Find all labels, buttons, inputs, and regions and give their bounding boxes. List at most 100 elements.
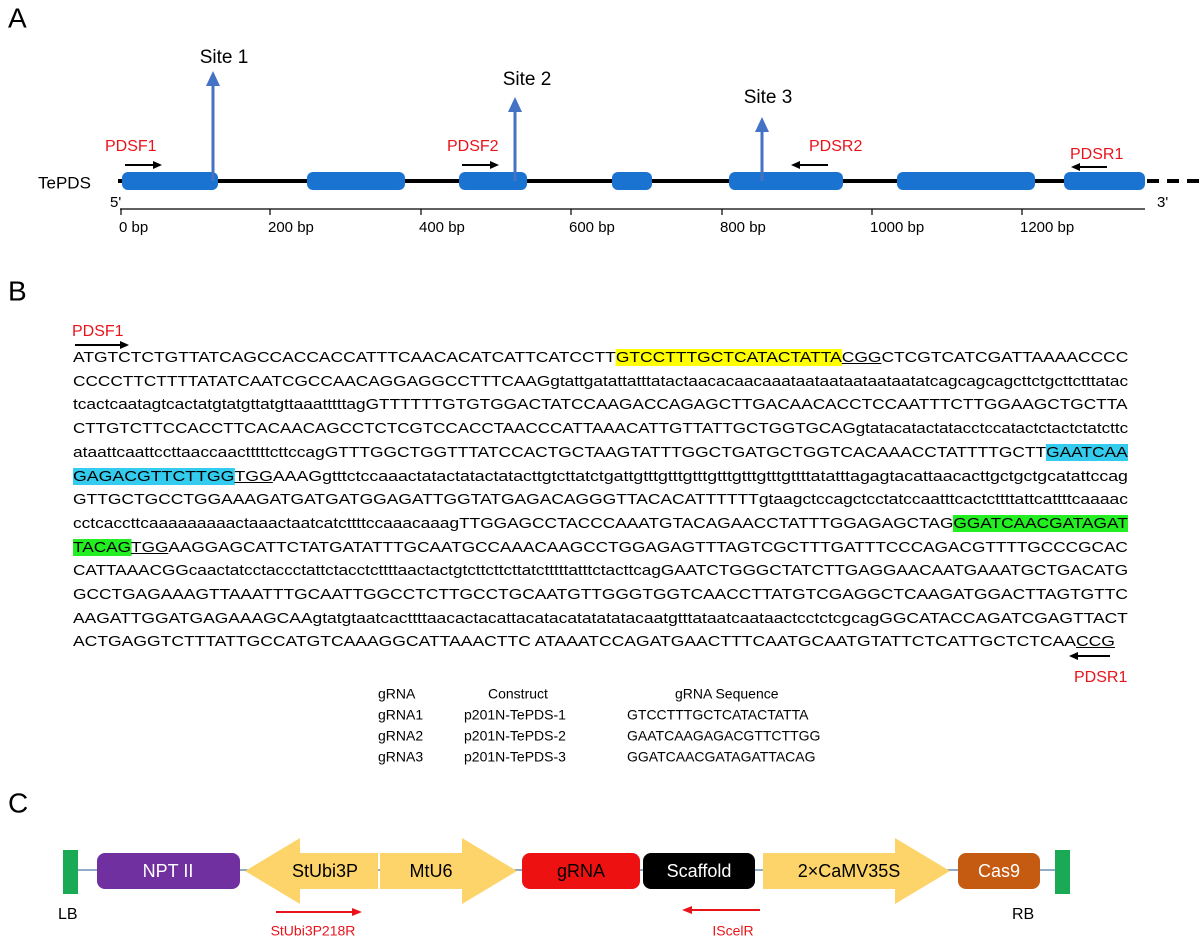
sequence-line: tcactcaatagtcactatgtatgttatgttaaatttttag… xyxy=(73,395,1127,415)
sequence-segment: TGG xyxy=(234,467,273,485)
primer-label: PDSR1 xyxy=(1074,669,1127,686)
sequence-segment: CCCCTTCTTTTATATCAATCGCCAACAGGAGGCCTTTCAA… xyxy=(73,372,1129,390)
sequence-line: AAGATTGGATGAGAAAGCAAgtatgtaatcacttttaaca… xyxy=(73,609,1128,629)
sequence-segment: ACTGAGGTCTTTATTGCCATGTCAAAGGCATTAAACTTC … xyxy=(73,633,1076,651)
sequence-line: ataattcaattccttaaccaactttttcttccagGTTTGG… xyxy=(73,443,1128,463)
scale-label: 600 bp xyxy=(569,219,615,236)
sequence-segment: GTTGCTGCCTGGAAAGATGATGATGGAGATTGGTATGAGA… xyxy=(73,491,1128,509)
sequence-segment: tcactcaatagtcactatgtatgttatgttaaatttttag… xyxy=(73,396,1128,414)
sequence-line: cctcaccttcaaaaaaaaactaaactaatcatcttttcca… xyxy=(73,514,1128,534)
left-border xyxy=(63,850,78,894)
sequence-segment: CATTAAACGGcaactatcctaccctattctacctctttta… xyxy=(73,562,1129,580)
sequence-line: GAGACGTTCTTGGTGGAAAGgtttctccaaactatactat… xyxy=(73,467,1128,487)
exons xyxy=(122,172,1145,190)
mtu6 xyxy=(380,838,517,904)
scaffold xyxy=(643,853,755,889)
five-prime: 5' xyxy=(110,194,121,211)
element-label: MtU6 xyxy=(409,861,452,881)
primer-label: StUbi3P218R xyxy=(271,923,356,939)
element-label: gRNA xyxy=(557,861,605,881)
element-label: StUbi3P xyxy=(292,861,358,881)
primer-label: PDSF1 xyxy=(105,138,157,155)
sequence-segment: AAGATTGGATGAGAAAGCAAgtatgtaatcacttttaaca… xyxy=(73,609,1128,627)
gene-name: TePDS xyxy=(38,173,91,192)
arrow-head xyxy=(755,117,769,132)
primer-labels: PDSF1 PDSF2 PDSR2 PDSR1 xyxy=(105,138,1123,163)
exon xyxy=(307,172,405,190)
exon xyxy=(897,172,1035,190)
cas9 xyxy=(958,853,1040,889)
exon xyxy=(1064,172,1145,190)
site-label: Site 2 xyxy=(503,69,552,90)
sequence-line: ACTGAGGTCTTTATTGCCATGTCAAAGGCATTAAACTTC … xyxy=(73,632,1115,652)
sequence-segment: TACAG xyxy=(73,538,132,556)
table-cell: gRNA2 xyxy=(378,728,423,744)
primer-label: PDSR1 xyxy=(1070,146,1123,163)
element-label: Scaffold xyxy=(667,861,732,881)
site-arrows xyxy=(206,71,769,181)
border-label: LB xyxy=(58,906,78,923)
three-prime: 3' xyxy=(1157,194,1168,211)
arrow-head xyxy=(120,341,129,349)
npt-ii xyxy=(97,853,240,889)
sequence-segment: GCCTGAGAAAGTTAAATTTGCAATTGGCCTCTTGCCTGCA… xyxy=(73,586,1128,603)
panel-label: A xyxy=(8,2,27,33)
table-cell: GTCCTTTGCTCATACTATTA xyxy=(627,707,809,723)
primer-label: PDSR2 xyxy=(809,138,862,155)
sequence-segment: GGATCAACGATAGAT xyxy=(953,514,1128,532)
sequence-line: ATGTCTCTGTTATCAGCCACCACCATTTCAACACATCATT… xyxy=(73,348,1128,368)
border-label: RB xyxy=(1012,906,1034,923)
table-cell: GAATCAAGAGACGTTCTTGG xyxy=(627,728,820,744)
arrow-head xyxy=(352,908,362,916)
arrow-head xyxy=(1069,652,1078,660)
sequence-line: TACAGTGGAAGGAGCATTCTATGATATTTGCAATGCCAAA… xyxy=(73,538,1128,558)
sequence-segment: CTTGTCTTCCACCTTCACAACAGCCTCTCGTCCACCTAAC… xyxy=(73,420,1129,438)
arrow-head xyxy=(206,71,220,86)
camv35s xyxy=(763,838,950,904)
sequence-line: GTTGCTGCCTGGAAAGATGATGATGGAGATTGGTATGAGA… xyxy=(73,490,1128,510)
element-label: 2×CaMV35S xyxy=(798,861,901,881)
scale-label: 0 bp xyxy=(119,219,148,236)
table-header: gRNA Sequence xyxy=(675,686,779,702)
arrow-head xyxy=(508,97,522,112)
table-cell: p201N-TePDS-3 xyxy=(464,749,566,765)
primer-label: PDSF2 xyxy=(447,138,499,155)
element-label: NPT II xyxy=(143,861,194,881)
table-cell: gRNA1 xyxy=(378,707,423,723)
sequence-segment: GAATCAA xyxy=(1046,443,1128,461)
sequence-segment: AAAGgtttctccaaactatactatactatacttgtcttat… xyxy=(272,467,1128,485)
sequence-segment: CGG xyxy=(841,349,882,366)
scale-ticks: 0 bp 200 bp 400 bp 600 bp 800 bp 1000 bp 1200 … xyxy=(119,209,1074,236)
table-cell: GGATCAACGATAGATTACAG xyxy=(627,749,816,765)
table-cell: p201N-TePDS-1 xyxy=(464,707,566,723)
exon xyxy=(122,172,218,190)
sequence-segment: AAGGAGCATTCTATGATATTTGCAATGCCAAACAAGCCTG… xyxy=(168,538,1128,556)
sequence-segment: TGG xyxy=(131,538,169,556)
sequence-segment: cctcaccttcaaaaaaaaactaaactaatcatcttttcca… xyxy=(73,514,954,532)
primer-label: PDSF1 xyxy=(72,323,124,340)
exon xyxy=(612,172,652,190)
right-border xyxy=(1055,850,1070,894)
sequence-line: GCCTGAGAAAGTTAAATTTGCAATTGGCCTCTTGCCTGCA… xyxy=(73,585,1128,605)
sequence-segment: ataattcaattccttaaccaactttttcttccagGTTTGG… xyxy=(73,443,1047,461)
element-label: Cas9 xyxy=(978,861,1020,881)
sequence-segment: CTCGTCATCGATTAAAACCCC xyxy=(881,349,1129,366)
exon xyxy=(459,172,527,190)
sequence-line: CCCCTTCTTTTATATCAATCGCCAACAGGAGGCCTTTCAA… xyxy=(73,372,1128,392)
arrow-head xyxy=(682,906,692,914)
site-label: Site 1 xyxy=(200,47,249,68)
sequence-line: CATTAAACGGcaactatcctaccctattctacctctttta… xyxy=(73,561,1128,581)
primer-arrows xyxy=(125,161,1107,171)
sequence-line: CTTGTCTTCCACCTTCACAACAGCCTCTCGTCCACCTAAC… xyxy=(73,419,1128,439)
table-cell: p201N-TePDS-2 xyxy=(464,728,566,744)
panel-label: C xyxy=(8,787,28,818)
sequence-segment: GAGACGTTCTTGG xyxy=(73,467,235,485)
scale-label: 800 bp xyxy=(720,219,766,236)
exon xyxy=(729,172,843,190)
scale-label: 200 bp xyxy=(268,219,314,236)
site-label: Site 3 xyxy=(744,87,793,108)
grna xyxy=(522,853,640,889)
sequence-segment: ATGTCTCTGTTATCAGCCACCACCATTTCAACACATCATT… xyxy=(73,349,616,366)
